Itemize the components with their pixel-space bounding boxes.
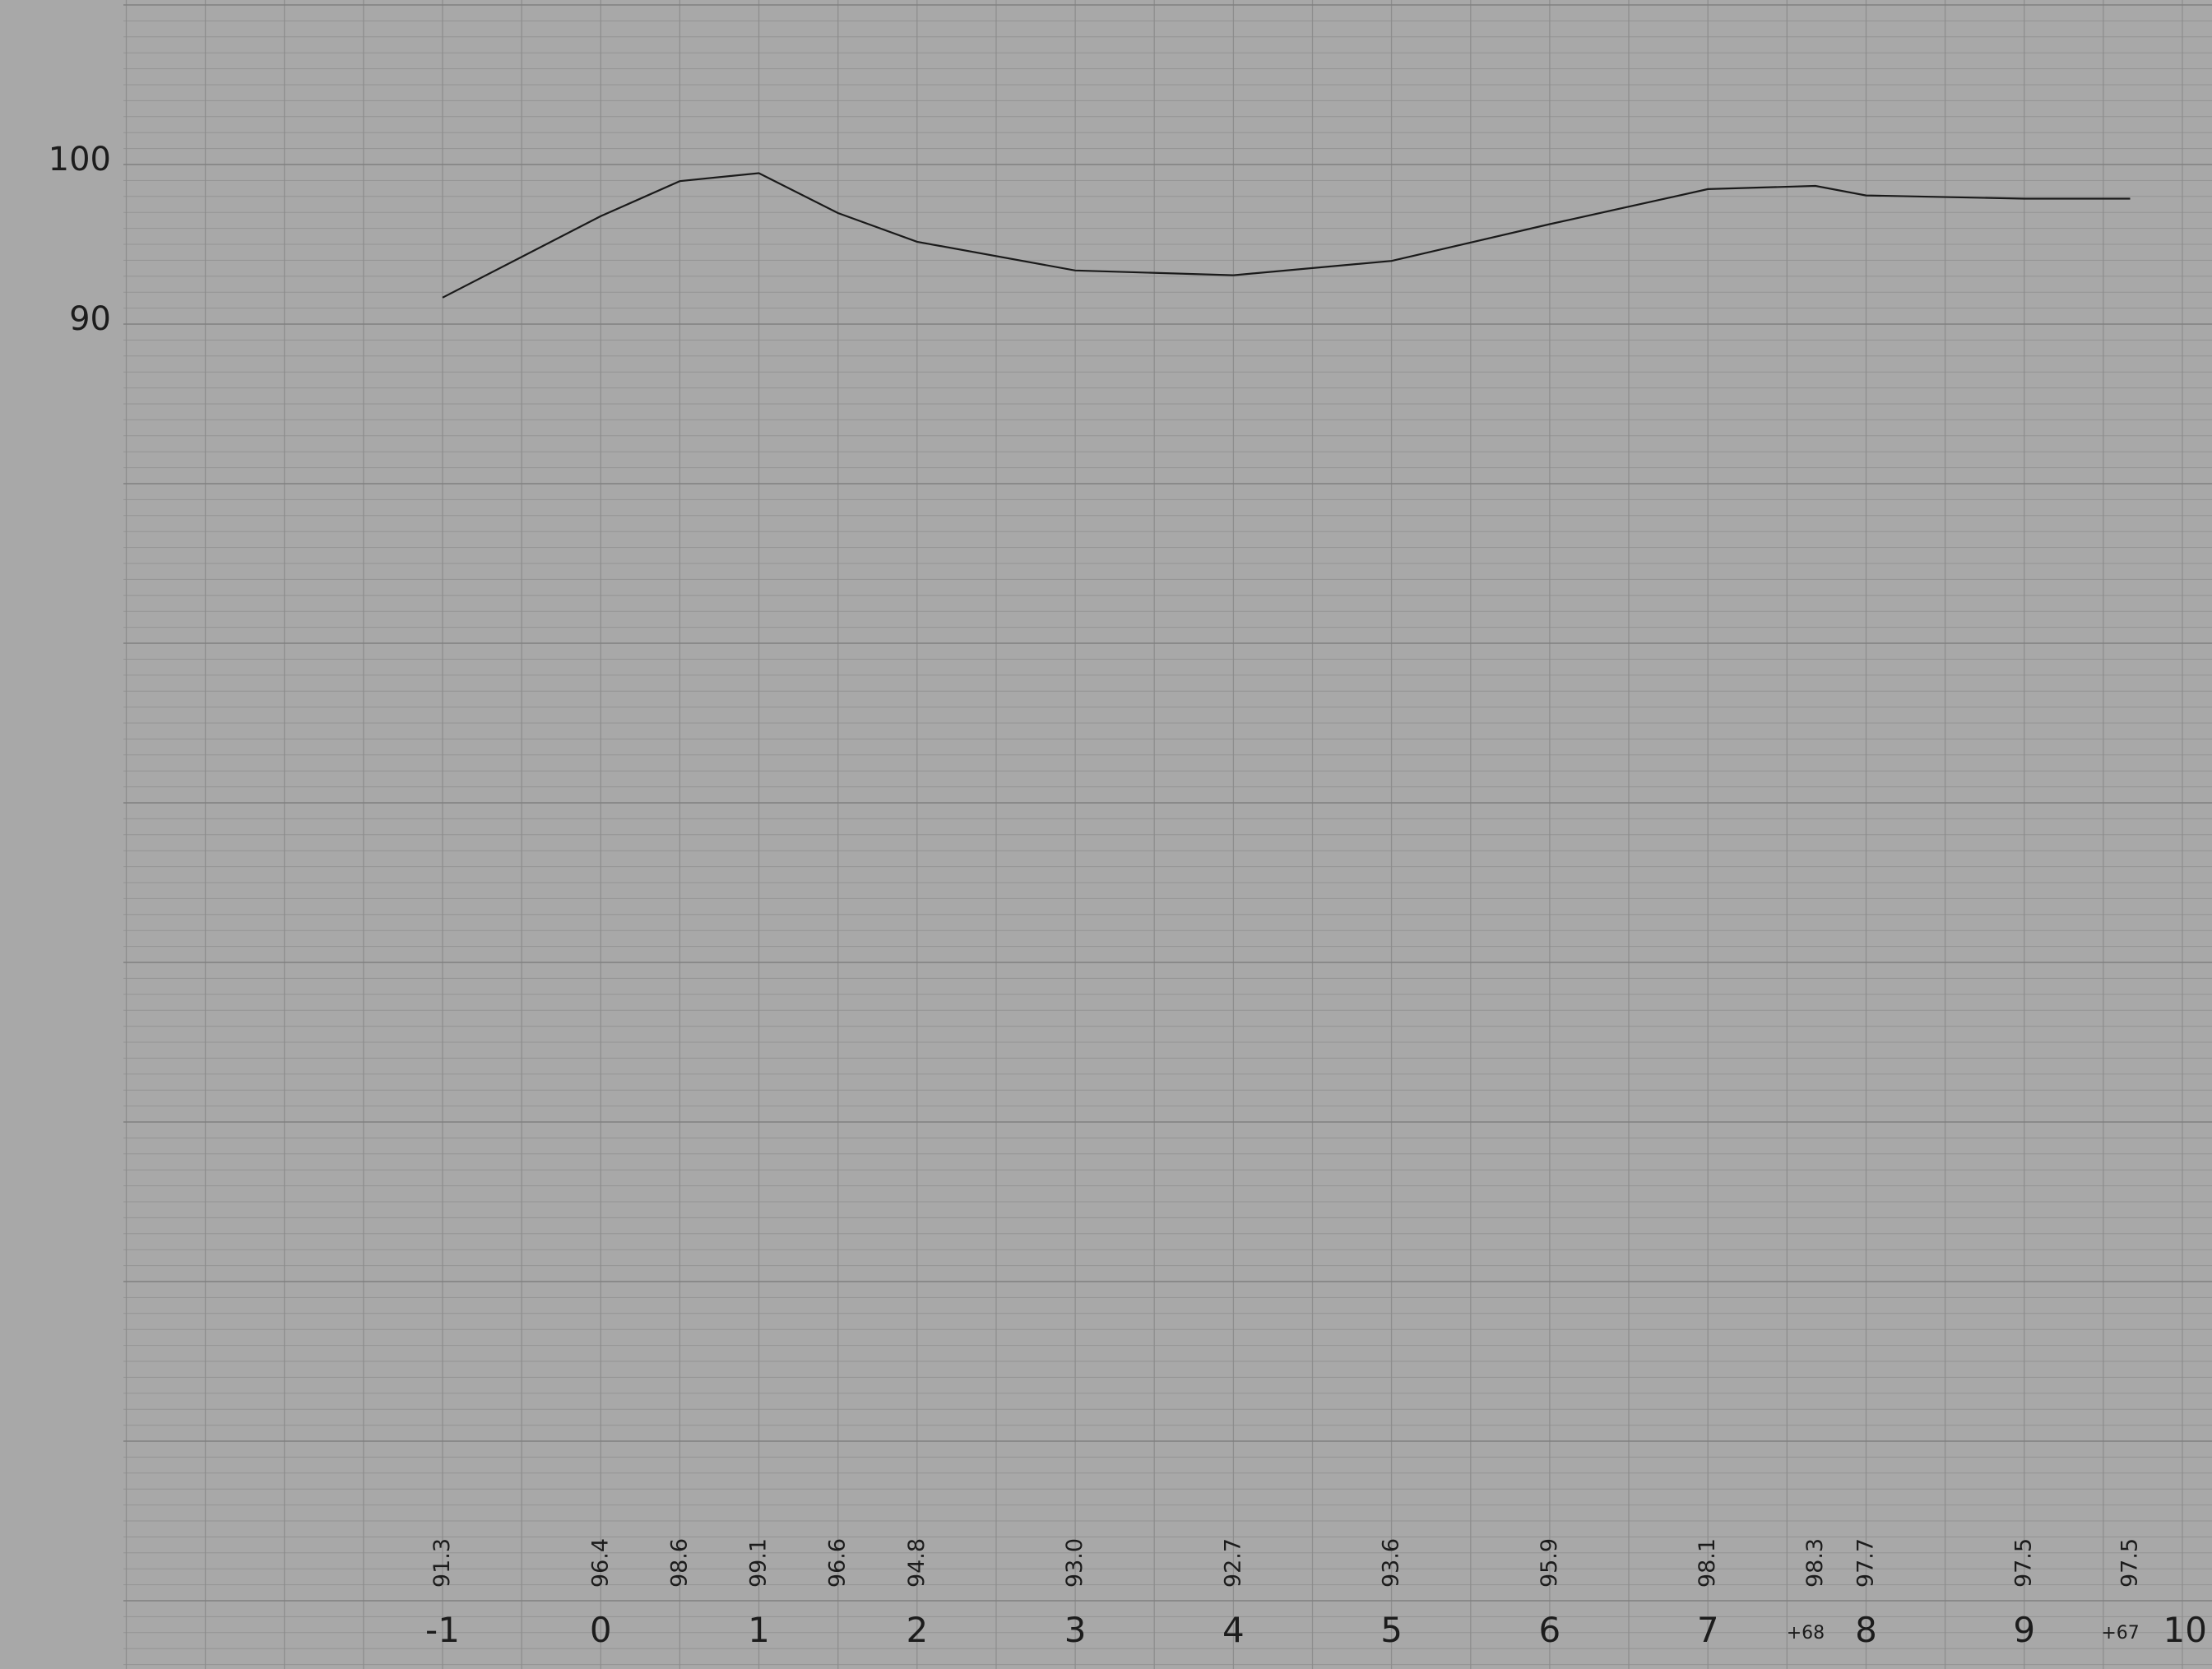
data-value-label: 99.1 xyxy=(746,1538,772,1588)
data-value-label: 94.8 xyxy=(904,1538,930,1588)
data-value-label: 91.3 xyxy=(429,1538,455,1588)
data-value-label: 98.6 xyxy=(666,1538,692,1588)
data-value-label: 97.5 xyxy=(2117,1538,2143,1588)
x-tick-label: 10 xyxy=(2163,1610,2207,1650)
value-labels: 91.3 96.4 98.6 99.1 96.6 94.8 93.0 92.7 93.6 95.9… xyxy=(429,1538,2143,1588)
data-value-label: 93.0 xyxy=(1062,1538,1087,1588)
x-tick-label: 2 xyxy=(906,1610,928,1650)
data-value-label: 98.3 xyxy=(1802,1538,1828,1588)
profile-line xyxy=(442,172,2131,299)
x-tick-label: 4 xyxy=(1222,1610,1245,1650)
x-sub-label: +67 xyxy=(2101,1623,2139,1644)
x-tick-label: 7 xyxy=(1697,1610,1719,1650)
y-tick-label: 90 xyxy=(69,300,111,338)
x-tick-label: 3 xyxy=(1064,1610,1087,1650)
data-value-label: 96.6 xyxy=(825,1538,851,1588)
data-value-label: 92.7 xyxy=(1220,1538,1245,1588)
x-tick-label: 0 xyxy=(590,1610,612,1650)
x-tick-label: 8 xyxy=(1855,1610,1877,1650)
data-value-label: 95.9 xyxy=(1537,1538,1562,1588)
x-sub-labels: +68 +67 xyxy=(1787,1623,2140,1644)
x-tick-label: -1 xyxy=(425,1610,460,1650)
data-value-label: 93.6 xyxy=(1379,1538,1404,1588)
x-tick-label: 9 xyxy=(2013,1610,2035,1650)
y-tick-labels: 100 90 xyxy=(49,141,111,338)
x-tick-label: 6 xyxy=(1539,1610,1561,1650)
x-tick-label: 1 xyxy=(748,1610,770,1650)
data-value-label: 97.7 xyxy=(1853,1538,1879,1588)
x-tick-label: 5 xyxy=(1380,1610,1403,1650)
x-sub-label: +68 xyxy=(1787,1623,1825,1644)
data-value-label: 97.5 xyxy=(2011,1538,2037,1588)
data-value-label: 98.1 xyxy=(1695,1538,1720,1588)
x-tick-labels: -1 0 1 2 3 4 5 6 7 8 9 10 xyxy=(425,1610,2207,1650)
grid-major xyxy=(123,0,2212,1669)
y-tick-label: 100 xyxy=(49,141,111,178)
data-value-label: 96.4 xyxy=(587,1538,613,1588)
